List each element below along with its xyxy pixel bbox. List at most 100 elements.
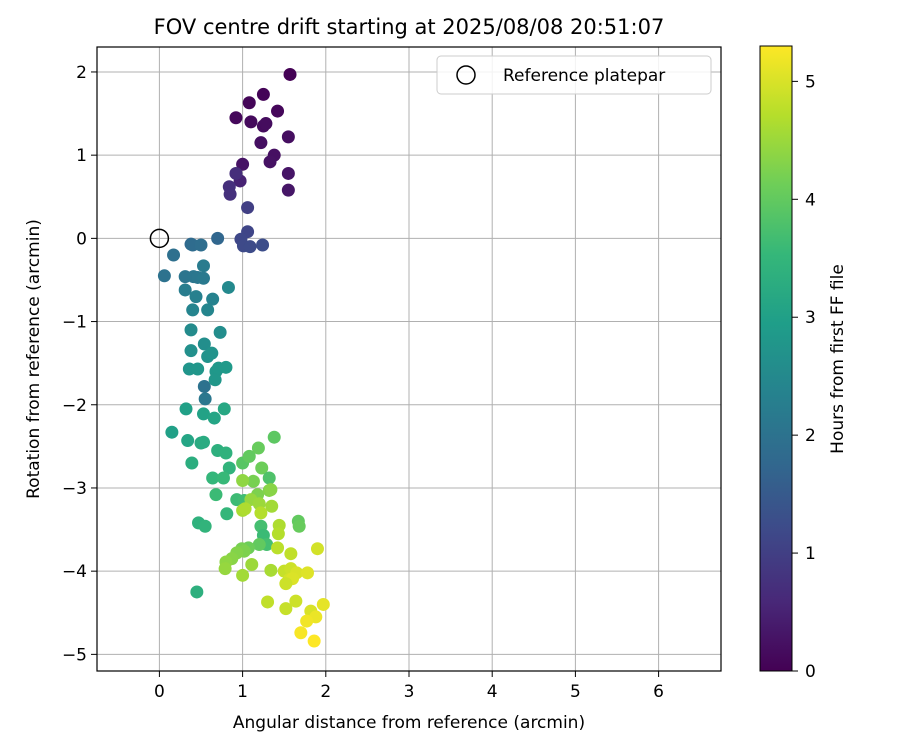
data-point [256, 238, 270, 252]
data-point [267, 430, 281, 444]
data-point [181, 434, 195, 448]
data-point [198, 519, 212, 533]
data-point [261, 595, 275, 609]
data-point [255, 461, 269, 475]
data-point [252, 538, 266, 552]
data-point [167, 248, 181, 262]
colorbar-label: Hours from first FF file [828, 264, 848, 454]
x-tick-label: 2 [320, 682, 331, 702]
x-axis-ticks: 0 1 2 3 4 5 6 [154, 671, 664, 702]
legend-box [436, 55, 712, 95]
y-tick-label: −4 [62, 562, 87, 582]
colorbar-tick-label: 2 [805, 426, 816, 446]
data-point [289, 594, 303, 608]
colorbar-tick-label: 5 [805, 72, 816, 92]
data-point [205, 346, 219, 360]
legend: Reference platepar [436, 55, 712, 95]
x-axis-label: Angular distance from reference (arcmin) [233, 713, 585, 733]
data-point [208, 373, 222, 387]
colorbar: 0 1 2 3 4 5 Hours from first FF file [759, 45, 848, 682]
data-point [300, 614, 314, 628]
data-point [207, 411, 221, 425]
data-points [157, 67, 330, 648]
data-point [206, 471, 220, 485]
data-point [184, 344, 198, 358]
grid [97, 47, 721, 671]
data-point [190, 585, 204, 599]
y-tick-label: −2 [62, 396, 87, 416]
data-point [245, 558, 259, 572]
colorbar-gradient [759, 45, 793, 672]
data-point [223, 187, 237, 201]
data-point [292, 519, 306, 533]
data-point [271, 541, 285, 555]
colorbar-ticks: 0 1 2 3 4 5 [792, 72, 816, 682]
data-point [197, 379, 211, 393]
data-point [242, 96, 256, 110]
data-point [209, 488, 223, 502]
reference-platepar-point [149, 228, 170, 249]
data-point [179, 402, 193, 416]
data-point [265, 499, 279, 513]
data-point [251, 441, 265, 455]
data-point [236, 568, 250, 582]
data-point [196, 407, 210, 421]
y-tick-label: −1 [62, 313, 87, 333]
data-point [264, 563, 278, 577]
data-point [246, 474, 260, 488]
data-point [238, 502, 252, 516]
data-point [213, 325, 227, 339]
x-tick-label: 4 [487, 682, 498, 702]
data-point [221, 280, 235, 294]
data-point [222, 461, 236, 475]
data-point [219, 446, 233, 460]
colorbar-tick-label: 1 [805, 544, 816, 564]
data-point [218, 562, 232, 576]
data-point [244, 115, 258, 129]
x-tick-label: 6 [653, 682, 664, 702]
data-point [279, 577, 293, 591]
data-point [216, 471, 230, 485]
data-point [196, 435, 210, 449]
data-point [219, 360, 233, 374]
data-point [236, 157, 250, 171]
data-point [254, 506, 268, 520]
data-point [197, 337, 211, 351]
data-point [157, 269, 171, 283]
data-point [283, 67, 297, 81]
data-point [310, 542, 324, 556]
data-point [263, 155, 277, 169]
data-point [165, 425, 179, 439]
y-tick-label: 0 [76, 229, 87, 249]
data-point [307, 634, 321, 648]
data-point [279, 602, 293, 616]
data-point [194, 238, 208, 252]
data-point [198, 392, 212, 406]
data-point [184, 323, 198, 337]
data-point [217, 402, 231, 416]
data-point [271, 104, 285, 118]
data-point [196, 271, 210, 285]
x-tick-label: 0 [154, 682, 165, 702]
data-point [206, 292, 220, 306]
x-tick-label: 3 [404, 682, 415, 702]
data-point [271, 527, 285, 541]
data-point [220, 507, 234, 521]
y-tick-label: 1 [76, 146, 87, 166]
data-point [201, 303, 215, 317]
data-point [185, 456, 199, 470]
y-tick-label: 2 [76, 63, 87, 83]
data-point [316, 597, 330, 611]
reference-marker [149, 228, 170, 249]
data-point [178, 283, 192, 297]
y-axis-ticks: 2 1 0 −1 −2 −3 −4 −5 [62, 63, 97, 665]
data-point [189, 290, 203, 304]
data-point [196, 259, 210, 273]
data-point [281, 166, 295, 180]
legend-marker-icon [456, 65, 476, 85]
data-point [229, 111, 243, 125]
data-point [211, 231, 225, 245]
colorbar-tick-label: 3 [805, 308, 816, 328]
legend-entry-reference: Reference platepar [503, 66, 665, 86]
